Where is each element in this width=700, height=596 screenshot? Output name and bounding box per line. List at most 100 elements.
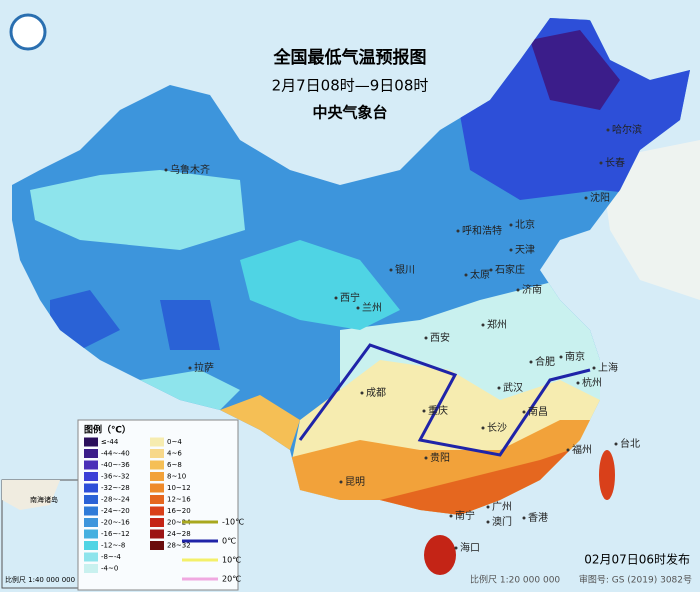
city-dot [464, 273, 468, 277]
legend-swatch [84, 472, 98, 481]
city-label: 澳门 [492, 515, 512, 528]
legend-label: 10℃ [222, 556, 241, 565]
city-label: 香港 [528, 512, 548, 524]
legend-swatch [84, 552, 98, 562]
legend-swatch [150, 495, 164, 504]
issued: 02月07日06时发布 [584, 552, 690, 567]
logo [9, 13, 47, 51]
city-label: 天津 [515, 244, 535, 256]
city-dot [522, 516, 526, 520]
legend-title: 图例（℃） [84, 424, 131, 436]
inset-scale: 比例尺 1:40 000 000 [5, 575, 75, 584]
legend-swatch [84, 495, 98, 504]
legend-swatch [150, 529, 164, 539]
title: 全国最低气温预报图 [273, 47, 427, 68]
city-label: 贵阳 [430, 451, 450, 464]
city-dot [481, 323, 485, 327]
city-label: 兰州 [362, 301, 382, 314]
legend-label: -36~-32 [101, 473, 130, 481]
city-label: 广州 [492, 501, 512, 513]
city-dot [356, 306, 360, 310]
legend-swatch [150, 472, 164, 481]
city-label: 南宁 [455, 509, 475, 522]
city-dot [592, 366, 596, 370]
legend-swatch [150, 506, 164, 516]
legend-swatch [150, 437, 164, 447]
legend-label: -12~-8 [101, 542, 125, 550]
legend-label: 12~16 [167, 496, 191, 504]
city-dot [584, 196, 588, 200]
legend-label: -40~-36 [101, 461, 130, 469]
inset-title: 南海诸岛 [30, 495, 58, 504]
city-dot [606, 128, 610, 132]
legend-swatch [84, 460, 98, 470]
city-label: 北京 [515, 218, 535, 231]
legend-label: -32~-28 [101, 484, 130, 492]
legend-label: -4~0 [101, 565, 118, 573]
city-dot [509, 248, 513, 252]
scale: 比例尺 1:20 000 000 [470, 574, 560, 586]
legend: 图例（℃） ≤-44 -44~-40 -40~-36 -36~-32 -32~-28 -2… [77, 419, 244, 591]
legend-label: ≤-44 [101, 438, 119, 446]
legend-label: -24~-20 [101, 507, 130, 515]
city-dot [486, 505, 490, 509]
legend-label: 0℃ [222, 537, 236, 546]
legend-swatch [84, 518, 98, 527]
legend-swatch [84, 541, 98, 550]
city-label: 长春 [605, 157, 625, 169]
legend-swatch [150, 449, 164, 458]
legend-swatch [150, 541, 164, 550]
city-label: 沈阳 [590, 191, 610, 204]
city-label: 上海 [598, 361, 618, 374]
legend-label: 28~32 [167, 542, 191, 550]
legend-label: 16~20 [167, 507, 191, 515]
city-dot [599, 161, 603, 165]
legend-label: -20~-16 [101, 519, 130, 527]
legend-label: 4~6 [167, 450, 182, 458]
legend-label: 0~4 [167, 438, 182, 446]
city-dot [576, 381, 580, 385]
city-dot [486, 520, 490, 524]
review-number: 审图号: GS (2019) 3082号 [579, 574, 692, 586]
city-dot [164, 168, 168, 172]
city-dot [489, 268, 493, 272]
city-label: 郑州 [487, 318, 507, 331]
hainan [424, 535, 456, 575]
legend-swatch [150, 460, 164, 470]
legend-label: -8~-4 [101, 553, 121, 561]
city-dot [529, 360, 533, 364]
subtitle: 2月7日08时—9日08时 [272, 77, 429, 95]
city-dot [389, 268, 393, 272]
city-dot [497, 386, 501, 390]
legend-swatch [84, 449, 98, 458]
legend-label: 20~24 [167, 519, 191, 527]
legend-swatch [84, 506, 98, 516]
inset: 南海诸岛 比例尺 1:40 000 000 [1, 479, 79, 589]
city-dot [566, 448, 570, 452]
city-label: 乌鲁木齐 [170, 163, 210, 176]
legend-swatch [150, 518, 164, 527]
legend-label: -44~-40 [101, 450, 130, 458]
city-label: 西安 [430, 331, 450, 344]
city-label: 成都 [366, 387, 386, 399]
city-label: 济南 [522, 283, 542, 296]
city-dot [424, 336, 428, 340]
city-label: 合肥 [535, 355, 555, 368]
city-label: 南昌 [528, 405, 548, 418]
city-label: 海口 [460, 541, 480, 554]
city-dot [449, 514, 453, 518]
city-dot [559, 355, 563, 359]
legend-label: 24~28 [167, 530, 191, 538]
city-dot [522, 410, 526, 414]
city-dot [360, 391, 364, 395]
city-dot [614, 442, 618, 446]
city-label: 西宁 [340, 291, 360, 304]
legend-swatch [84, 437, 98, 447]
city-dot [334, 296, 338, 300]
city-label: 重庆 [428, 404, 448, 417]
taiwan [599, 450, 615, 500]
city-label: 银川 [395, 263, 415, 276]
city-label: 石家庄 [495, 263, 525, 276]
